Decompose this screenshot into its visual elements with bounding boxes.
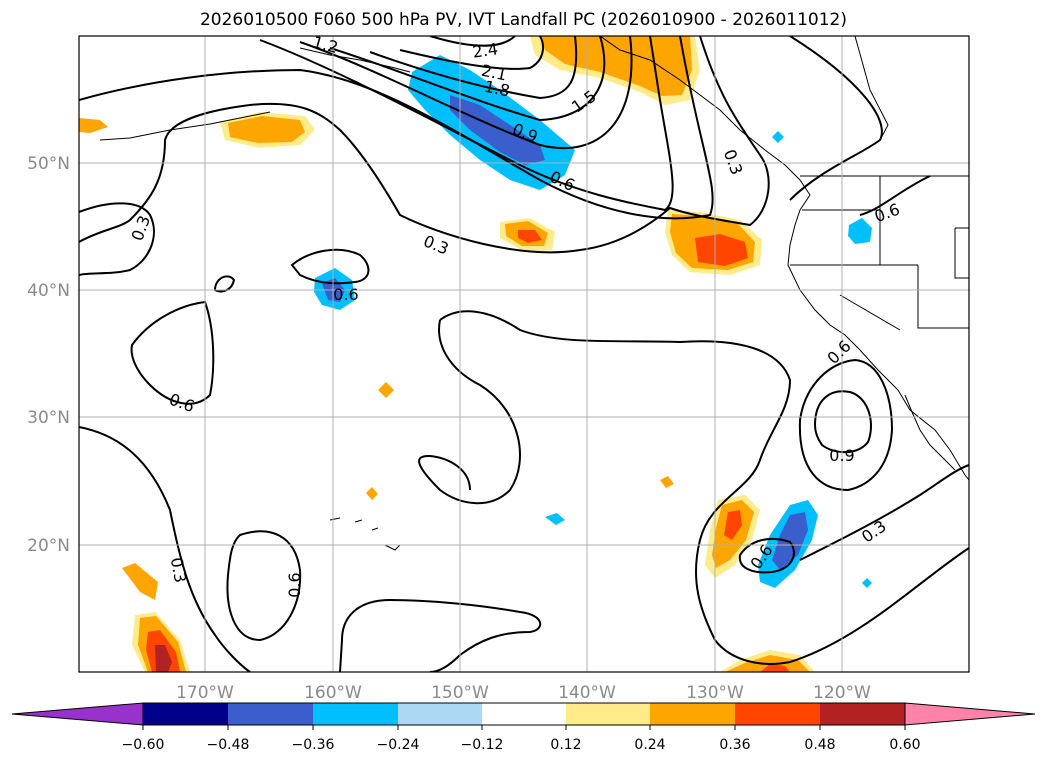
contour-0-3-main — [79, 36, 770, 254]
contour-label-2-1: 2.1 — [480, 61, 509, 85]
red-anomaly-oregon-core — [695, 234, 748, 266]
contour-label-0-3-southwest: 0.3 — [167, 556, 190, 584]
colorbar-ticks — [142, 725, 906, 730]
contour-label-2-4: 2.4 — [471, 39, 499, 61]
colorbar-segment-8 — [820, 703, 905, 725]
lat-label-40n: 40°N — [27, 281, 70, 301]
alaska-peninsula-coastline — [299, 47, 411, 73]
contour-0-6-alaska-east — [789, 36, 883, 201]
colorbar-label-7: 0.36 — [719, 737, 750, 753]
colorbar-segment-6 — [650, 703, 735, 725]
orange-anomaly-150w-south — [378, 382, 394, 398]
contour-0-3-south-loop — [79, 426, 251, 672]
contour-1-2 — [299, 36, 633, 150]
contour-0-3-central-loop — [439, 310, 969, 665]
orange-anomaly-165w-south — [366, 487, 378, 500]
orange-anomaly-165w-inner — [228, 116, 305, 143]
colorbar-segment-1 — [228, 703, 313, 725]
lon-label-160w: 160°W — [304, 683, 362, 703]
colorbar-label-8: 0.48 — [804, 737, 835, 753]
colorbar: −0.60 −0.48 −0.36 −0.24 −0.12 0.12 0.24 … — [11, 702, 1036, 753]
contour-0-3-central-inner — [418, 319, 521, 505]
contour-0-6-north — [79, 36, 714, 220]
contour-0-6-south-blob — [226, 530, 302, 642]
colorbar-label-6: 0.24 — [634, 737, 665, 753]
latitude-labels: 50°N 40°N 30°N 20°N — [27, 154, 70, 556]
blue-anomaly-gulf-of-alaska-core — [450, 95, 545, 165]
blue-anomaly-idaho — [848, 218, 872, 244]
us-state-borders — [790, 176, 969, 331]
colorbar-label-3: −0.24 — [377, 737, 420, 753]
colorbar-label-9: 0.60 — [889, 737, 920, 753]
colorbar-segment-2 — [313, 703, 398, 725]
aleutian-islands — [99, 111, 271, 141]
colorbar-label-4: −0.12 — [461, 737, 504, 753]
colorbar-label-1: −0.48 — [207, 737, 250, 753]
map-title: 2026010500 F060 500 hPa PV, IVT Landfall… — [199, 10, 847, 30]
lat-label-20n: 20°N — [27, 536, 70, 556]
lon-label-170w: 170°W — [176, 683, 234, 703]
hawaiian-islands — [329, 517, 401, 551]
blue-anomaly-small-2 — [862, 578, 872, 588]
north-america-coastline — [599, 36, 969, 481]
contour-0-6-baja — [798, 358, 894, 492]
orange-anomaly-alaska-inner — [540, 36, 692, 96]
contour-0-6-160w — [290, 248, 370, 285]
red-anomaly-145w-core — [518, 230, 542, 243]
red-anomaly-bottom — [760, 664, 790, 672]
orange-anomaly-135w-south — [660, 476, 674, 488]
colorbar-label-5: 0.12 — [550, 737, 581, 753]
contour-label-0-6-hawaii-south: 0.6 — [285, 572, 304, 597]
coastlines — [99, 36, 969, 551]
colorbar-min-extension — [11, 702, 144, 726]
lon-label-140w: 140°W — [558, 683, 616, 703]
contour-small-175w — [213, 275, 236, 293]
canada-province-border — [854, 36, 889, 141]
colorbar-label-0: −0.60 — [122, 737, 165, 753]
contour-label-1-2: 1.2 — [311, 32, 341, 57]
contour-0-6-idaho — [859, 175, 931, 216]
colorbar-label-2: −0.36 — [292, 737, 335, 753]
darkred-anomaly-170w-south — [155, 645, 172, 672]
orange-anomaly-175w — [122, 563, 158, 600]
lon-label-150w: 150°W — [431, 683, 489, 703]
contour-1-5 — [329, 36, 606, 122]
contour-label-0-9-south: 0.9 — [829, 446, 854, 465]
colorbar-segment-4 — [482, 703, 566, 725]
contour-0-9-baja — [813, 390, 872, 454]
colorbar-max-extension — [904, 702, 1036, 726]
positive-anomaly-fills — [79, 36, 815, 672]
map-frame — [78, 35, 970, 673]
orange-anomaly-west-edge — [79, 118, 108, 133]
red-anomaly-130w-core — [724, 510, 742, 540]
contour-label-1-8: 1.8 — [483, 77, 512, 101]
colorbar-outline — [142, 702, 906, 726]
contour-0-6-southeast-loop — [738, 537, 795, 574]
longitude-labels: 170°W 160°W 150°W 140°W 130°W 120°W — [176, 683, 871, 703]
contour-2-4 — [429, 36, 516, 47]
lat-label-50n: 50°N — [27, 154, 70, 174]
colorbar-segment-3 — [398, 703, 482, 725]
lat-label-30n: 30°N — [27, 408, 70, 428]
colorbar-segment-5 — [566, 703, 650, 725]
baja-california-coastline — [904, 394, 956, 471]
contour-1-8 — [369, 36, 578, 100]
contour-label-0-6-blob: 0.6 — [333, 285, 358, 304]
lon-label-120w: 120°W — [813, 683, 871, 703]
pv-contours — [79, 36, 969, 672]
lon-label-130w: 130°W — [686, 683, 744, 703]
colorbar-segment-0 — [143, 703, 228, 725]
blue-anomaly-small-1 — [772, 131, 784, 143]
contour-2-1 — [399, 36, 544, 70]
contour-0-6-west-blob — [130, 300, 215, 405]
blue-anomaly-hawaii — [545, 513, 565, 525]
contour-0-3-west-edge — [79, 202, 155, 276]
colorbar-segment-7 — [735, 703, 820, 725]
graticule — [79, 36, 969, 672]
